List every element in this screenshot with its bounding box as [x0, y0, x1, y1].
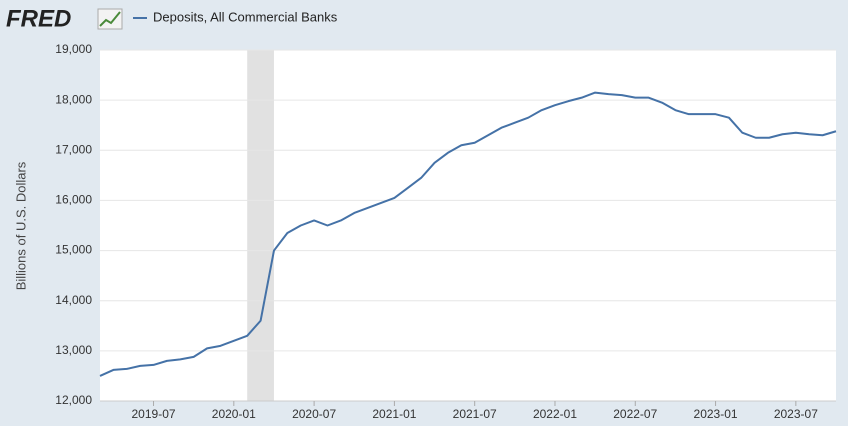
y-axis-title: Billions of U.S. Dollars [13, 161, 28, 290]
x-tick-label: 2023-01 [694, 407, 738, 421]
y-tick-label: 17,000 [55, 142, 92, 156]
x-tick-label: 2020-01 [212, 407, 256, 421]
x-tick-label: 2020-07 [292, 407, 336, 421]
line [99, 91, 837, 377]
y-tick-label: 14,000 [55, 293, 92, 307]
x-tick-label: 2021-01 [372, 407, 416, 421]
x-tick-label: 2019-07 [132, 407, 176, 421]
y-tick-label: 19,000 [55, 42, 92, 56]
logo-icon [97, 8, 123, 30]
y-tick-label: 12,000 [55, 393, 92, 407]
y-tick-label: 16,000 [55, 193, 92, 207]
x-tick-label: 2023-07 [774, 407, 818, 421]
y-tick-label: 15,000 [55, 243, 92, 257]
x-tick-label: 2022-07 [613, 407, 657, 421]
legend-label: Deposits, All Commercial Banks [153, 9, 338, 24]
plot-area [100, 50, 836, 401]
logo: FRED [6, 5, 71, 32]
recession-band [247, 50, 274, 401]
y-tick-label: 13,000 [55, 343, 92, 357]
x-tick-label: 2022-01 [533, 407, 577, 421]
x-tick-label: 2021-07 [453, 407, 497, 421]
y-tick-label: 18,000 [55, 92, 92, 106]
